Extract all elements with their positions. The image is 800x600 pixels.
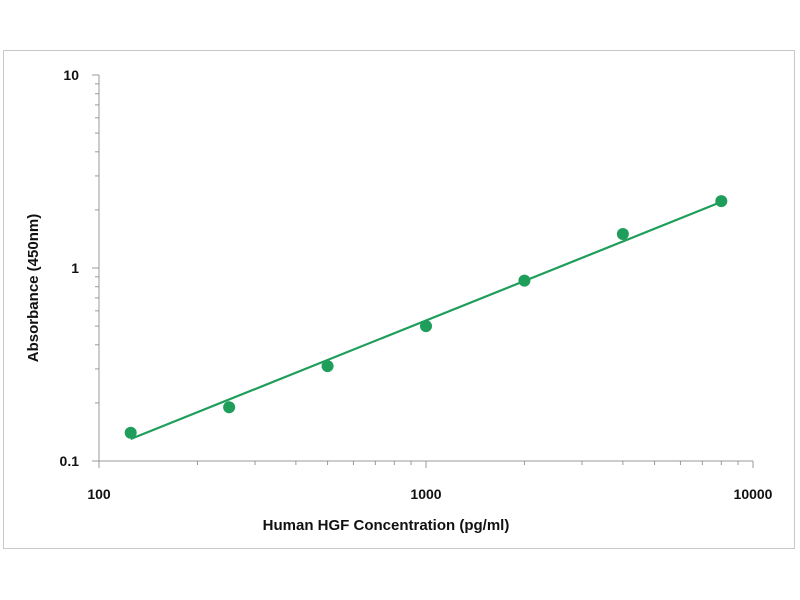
x-axis-title: Human HGF Concentration (pg/ml) <box>263 517 510 534</box>
data-point <box>715 195 728 208</box>
axes <box>98 75 753 462</box>
tick-labels: 100 1000 10000 0.1 1 10 <box>60 67 773 502</box>
data-point <box>321 360 334 373</box>
tick-marks <box>92 74 754 468</box>
y-tick-label: 10 <box>63 67 79 83</box>
chart-frame <box>3 50 795 549</box>
data-points <box>124 195 728 439</box>
data-point <box>420 320 432 333</box>
y-tick-label: 1 <box>71 260 79 276</box>
data-point <box>124 426 137 439</box>
y-axis-title: Absorbance (450nm) <box>25 214 42 362</box>
data-point <box>518 274 531 287</box>
data-point <box>223 401 236 414</box>
x-tick-label: 1000 <box>410 486 441 502</box>
x-tick-label: 100 <box>87 486 111 502</box>
y-tick-label: 0.1 <box>60 453 80 469</box>
x-tick-label: 10000 <box>734 486 773 502</box>
data-point <box>616 228 629 241</box>
